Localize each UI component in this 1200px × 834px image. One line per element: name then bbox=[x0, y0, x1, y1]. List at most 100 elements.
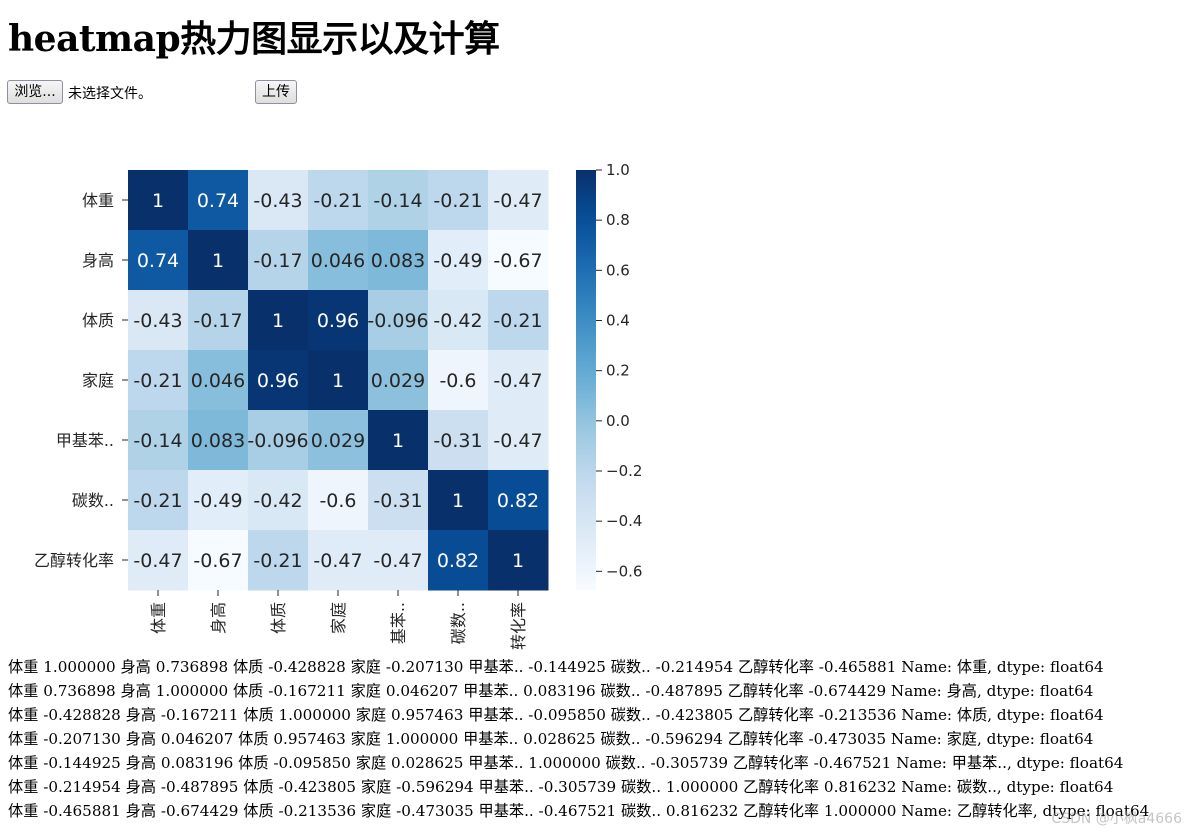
cell-annotation: 0.82 bbox=[437, 550, 479, 572]
cell-annotation: -0.47 bbox=[493, 430, 542, 452]
heatmap-cell bbox=[188, 350, 249, 411]
cell-annotation: -0.47 bbox=[133, 550, 182, 572]
heatmap-cell bbox=[428, 170, 489, 231]
heatmap-cell bbox=[428, 230, 489, 291]
column-labels: 体重 身高 体质 家庭 基苯.. 碳数.. 转化率 bbox=[149, 590, 528, 650]
colorbar-tick-label: 0.0 bbox=[606, 412, 630, 430]
cell-annotation: 0.083 bbox=[191, 430, 245, 452]
cell-annotation: -0.21 bbox=[493, 310, 542, 332]
column-label: 体质 bbox=[269, 602, 288, 634]
heatmap-cell bbox=[368, 350, 429, 411]
cell-annotation: 1 bbox=[152, 190, 164, 212]
cell-annotation: -0.42 bbox=[433, 310, 482, 332]
colorbar-tick-label: −0.4 bbox=[606, 512, 642, 530]
heatmap-cell bbox=[488, 410, 549, 471]
row-label: 甲基苯.. bbox=[56, 431, 114, 450]
cell-annotation: -0.47 bbox=[313, 550, 362, 572]
cell-annotation: -0.67 bbox=[493, 250, 542, 272]
page-title: heatmap热力图显示以及计算 bbox=[8, 18, 500, 60]
cell-annotation: -0.096 bbox=[247, 430, 308, 452]
browse-button[interactable]: 浏览... bbox=[7, 80, 63, 104]
row-label: 碳数.. bbox=[72, 491, 114, 510]
heatmap-cell bbox=[368, 410, 429, 471]
cell-annotation: -0.21 bbox=[133, 490, 182, 512]
colorbar-tick-label: 1.0 bbox=[606, 161, 630, 179]
cell-annotation: 0.029 bbox=[311, 430, 365, 452]
cell-annotation: -0.21 bbox=[433, 190, 482, 212]
upload-button[interactable]: 上传 bbox=[255, 80, 297, 104]
colorbar bbox=[576, 170, 596, 590]
heatmap-chart: 1 0.74 -0.43 -0.21 -0.14 -0.21 -0.47 0.74 1 -0.17… bbox=[34, 161, 642, 650]
output-line: 体重 -0.428828 身高 -0.167211 体质 1.000000 家庭… bbox=[8, 706, 1104, 724]
heatmap-cell bbox=[488, 230, 549, 291]
cell-annotation: 0.96 bbox=[257, 370, 299, 392]
row-label: 身高 bbox=[82, 251, 114, 270]
cell-annotation: -0.49 bbox=[433, 250, 482, 272]
cell-annotation: 1 bbox=[452, 490, 464, 512]
heatmap-cell bbox=[428, 290, 489, 351]
output-line: 体重 -0.214954 身高 -0.487895 体质 -0.423805 家… bbox=[8, 778, 1114, 796]
heatmap-cell bbox=[248, 170, 309, 231]
heatmap-cell bbox=[308, 230, 369, 291]
heatmap-cell bbox=[368, 470, 429, 531]
heatmap-cell bbox=[428, 530, 489, 591]
column-label: 转化率 bbox=[509, 602, 528, 650]
heatmap-cell bbox=[488, 290, 549, 351]
heatmap-cell bbox=[248, 230, 309, 291]
heatmap-cell bbox=[368, 230, 429, 291]
heatmap-cell bbox=[188, 530, 249, 591]
cell-annotation: 0.82 bbox=[497, 490, 539, 512]
cell-annotation: -0.67 bbox=[193, 550, 242, 572]
cell-annotation: -0.47 bbox=[493, 370, 542, 392]
heatmap-cell bbox=[128, 170, 189, 231]
cell-annotation: -0.31 bbox=[373, 490, 422, 512]
column-label: 体重 bbox=[149, 602, 168, 634]
cell-annotation: -0.096 bbox=[367, 310, 428, 332]
output-line: 体重 -0.465881 身高 -0.674429 体质 -0.213536 家… bbox=[8, 802, 1150, 820]
heatmap-cell bbox=[128, 290, 189, 351]
heatmap-cell bbox=[188, 410, 249, 471]
heatmap-annotations: 1 0.74 -0.43 -0.21 -0.14 -0.21 -0.47 0.74 1 -0.17… bbox=[133, 190, 542, 572]
cell-annotation: -0.14 bbox=[133, 430, 182, 452]
column-label: 身高 bbox=[209, 602, 228, 634]
heatmap-cell bbox=[128, 470, 189, 531]
colorbar-tick-label: −0.2 bbox=[606, 462, 642, 480]
correlation-output: 体重 1.000000 身高 0.736898 体质 -0.428828 家庭 … bbox=[8, 655, 1198, 823]
colorbar-tick-label: −0.6 bbox=[606, 562, 642, 580]
cell-annotation: 0.083 bbox=[371, 250, 425, 272]
upload-form: 浏览... 未选择文件。 上传 bbox=[7, 80, 327, 106]
heatmap-cell bbox=[188, 470, 249, 531]
heatmap-cell bbox=[128, 410, 189, 471]
colorbar-ticks: 1.0 0.8 0.6 0.4 0.2 0.0 −0.2 −0.4 −0.6 bbox=[596, 161, 642, 580]
heatmap-cell bbox=[488, 470, 549, 531]
watermark: CSDN @小枫a4666 bbox=[1051, 811, 1182, 827]
cell-annotation: 1 bbox=[332, 370, 344, 392]
row-label: 体重 bbox=[82, 191, 114, 210]
cell-annotation: 0.029 bbox=[371, 370, 425, 392]
cell-annotation: -0.21 bbox=[253, 550, 302, 572]
row-label: 体质 bbox=[82, 311, 114, 330]
heatmap-cell bbox=[488, 350, 549, 411]
cell-annotation: -0.17 bbox=[193, 310, 242, 332]
output-line: 体重 1.000000 身高 0.736898 体质 -0.428828 家庭 … bbox=[8, 658, 1104, 676]
heatmap-cell bbox=[248, 530, 309, 591]
colorbar-tick-label: 0.6 bbox=[606, 261, 630, 279]
file-status-text: 未选择文件。 bbox=[68, 86, 152, 102]
cell-annotation: 1 bbox=[212, 250, 224, 272]
cell-annotation: -0.6 bbox=[439, 370, 476, 392]
heatmap-cell bbox=[308, 470, 369, 531]
row-label: 家庭 bbox=[82, 371, 114, 390]
cell-annotation: -0.17 bbox=[253, 250, 302, 272]
heatmap-cell bbox=[188, 230, 249, 291]
heatmap-cell bbox=[488, 530, 549, 591]
cell-annotation: -0.49 bbox=[193, 490, 242, 512]
heatmap-cell bbox=[368, 170, 429, 231]
cell-annotation: 0.046 bbox=[311, 250, 365, 272]
output-line: 体重 0.736898 身高 1.000000 体质 -0.167211 家庭 … bbox=[8, 682, 1094, 700]
heatmap-cell bbox=[248, 350, 309, 411]
cell-annotation: -0.43 bbox=[253, 190, 302, 212]
cell-annotation: -0.47 bbox=[493, 190, 542, 212]
cell-annotation: 1 bbox=[272, 310, 284, 332]
heatmap-cell bbox=[368, 290, 429, 351]
